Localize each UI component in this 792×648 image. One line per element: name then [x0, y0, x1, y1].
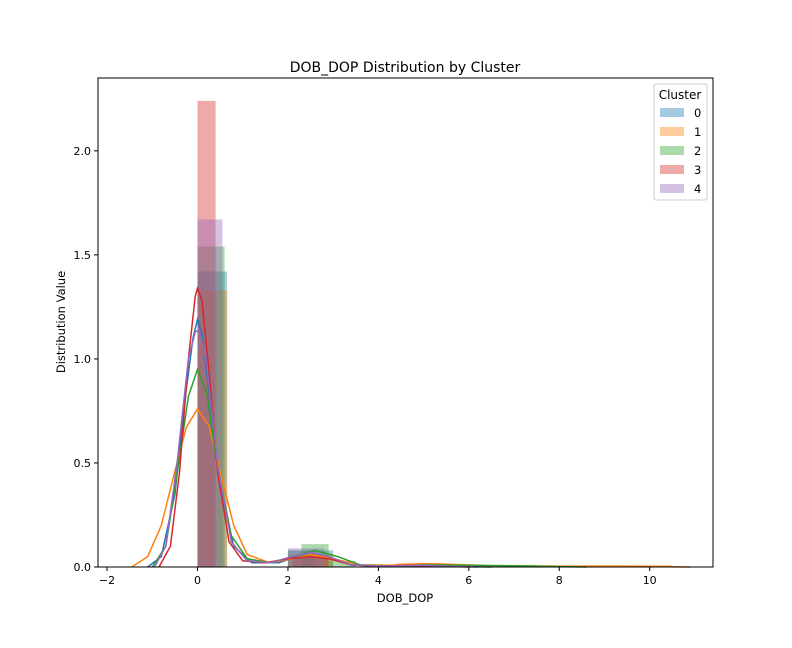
legend-box: [653, 83, 708, 201]
y-tick-label: 1.0: [74, 353, 92, 366]
legend-swatch-cluster-0: [660, 108, 684, 117]
kde-line-cluster-4: [153, 328, 478, 568]
legend-label-cluster-3: 3: [694, 163, 701, 177]
legend-entries: 0 1 2 3 4: [660, 106, 701, 196]
chart-title: DOB_DOP Distribution by Cluster: [290, 60, 521, 76]
legend-label-cluster-0: 0: [694, 106, 701, 120]
kde-curves: [131, 285, 691, 568]
y-tick-label: 2.0: [74, 145, 92, 158]
legend-label-cluster-4: 4: [694, 182, 701, 196]
x-axis-ticks: −2 0 2 4 6 8 10: [99, 567, 657, 587]
x-tick-label: −2: [99, 574, 115, 587]
x-tick-label: 6: [465, 574, 472, 587]
y-axis-ticks: 0.0 0.5 1.0 1.5 2.0: [74, 145, 98, 574]
legend-label-cluster-1: 1: [694, 125, 701, 139]
x-tick-label: 10: [643, 574, 657, 587]
y-tick-label: 0.5: [74, 457, 92, 470]
legend-swatch-cluster-3: [660, 165, 684, 174]
x-tick-label: 4: [375, 574, 382, 587]
bar-cluster-3-0: [197, 100, 216, 568]
axes-frame: [97, 77, 714, 568]
x-axis-label: DOB_DOP: [377, 591, 433, 605]
legend-swatch-cluster-4: [660, 184, 684, 193]
y-axis-label: Distribution Value: [54, 271, 68, 373]
x-tick-label: 8: [556, 574, 563, 587]
y-tick-label: 0.0: [74, 561, 92, 574]
legend-swatch-cluster-2: [660, 146, 684, 155]
bar-cluster-3-1: [292, 556, 329, 567]
plot-area: −2 0 2 4 6 8 10 0.00.51.01.52.0: [74, 77, 714, 587]
legend-title: Cluster: [659, 88, 702, 102]
bar-cluster-2-3: [328, 560, 356, 567]
x-tick-label: 2: [284, 574, 291, 587]
y-tick-label: 1.5: [74, 249, 92, 262]
legend-label-cluster-2: 2: [694, 144, 701, 158]
legend: Cluster 0 1 2 3 4: [653, 83, 708, 201]
x-tick-label: 0: [194, 574, 201, 587]
legend-swatch-cluster-1: [660, 127, 684, 136]
